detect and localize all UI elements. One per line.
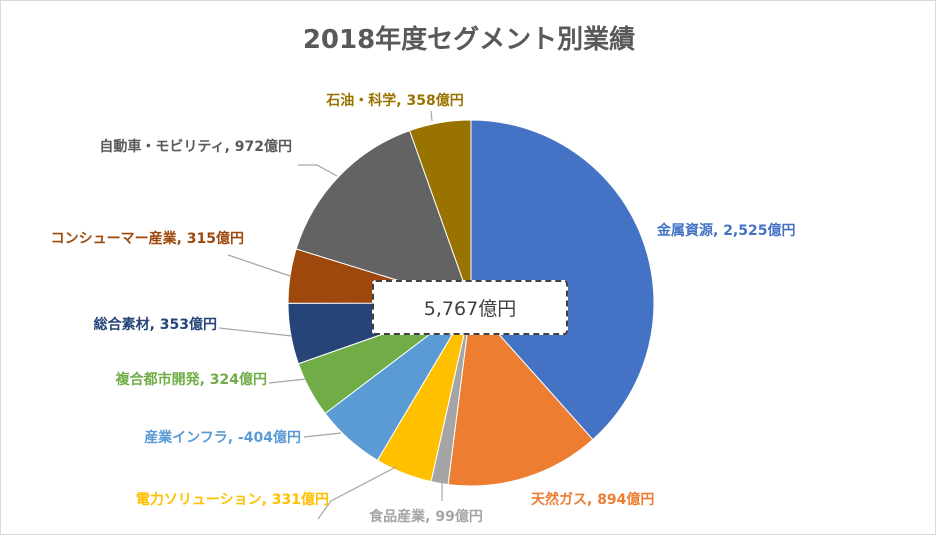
data-label--: 自動車・モビリティ, 972億円 bbox=[99, 138, 292, 155]
leader-line-- bbox=[298, 164, 338, 177]
data-label--: 天然ガス, 894億円 bbox=[531, 491, 654, 508]
leader-line-- bbox=[430, 110, 433, 122]
center-total-label: 5,767億円 bbox=[372, 280, 568, 335]
leader-line-- bbox=[303, 432, 342, 438]
leader-line-- bbox=[227, 254, 291, 277]
pie-slice-- bbox=[470, 119, 655, 441]
pie-slice-- bbox=[408, 119, 472, 304]
leader-line-- bbox=[317, 466, 397, 520]
data-label--: 産業インフラ, -404億円 bbox=[144, 429, 301, 446]
data-label--: 石油・科学, 358億円 bbox=[325, 92, 463, 109]
leader-line-- bbox=[268, 378, 307, 384]
chart-title: 2018年度セグメント別業績 bbox=[302, 25, 636, 55]
pie-slice-- bbox=[295, 129, 472, 304]
leader-line-- bbox=[218, 327, 293, 337]
data-label--: 食品産業, 99億円 bbox=[369, 508, 483, 525]
data-label--: 金属資源, 2,525億円 bbox=[656, 222, 795, 239]
data-label--: コンシューマー産業, 315億円 bbox=[51, 230, 244, 247]
data-label--: 総合素材, 353億円 bbox=[94, 316, 217, 333]
pie-slice-- bbox=[447, 301, 594, 487]
data-label--: 電力ソリューション, 331億円 bbox=[136, 491, 329, 508]
data-label--: 複合都市開発, 324億円 bbox=[115, 371, 267, 388]
